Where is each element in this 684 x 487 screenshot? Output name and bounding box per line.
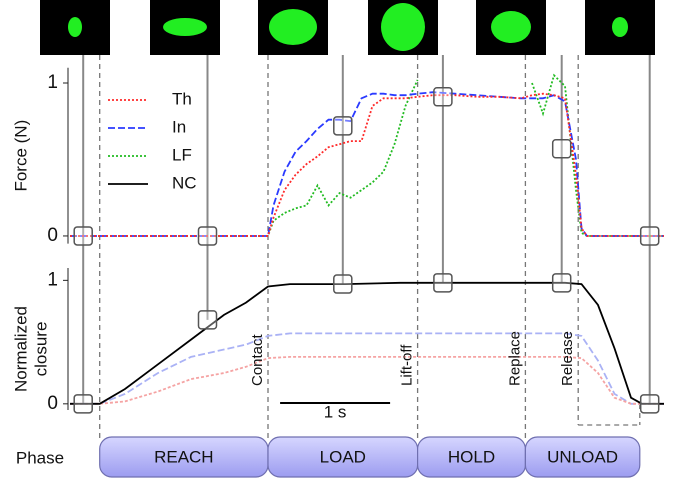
- data-layer: [70, 73, 664, 405]
- force-marker: [433, 87, 453, 107]
- phase-label: UNLOAD: [547, 447, 618, 466]
- closure-marker: [433, 273, 453, 293]
- legend-label: NC: [172, 173, 197, 192]
- phase-label: HOLD: [448, 447, 495, 466]
- event-label: Contact: [249, 333, 266, 386]
- legend-label: LF: [172, 145, 192, 164]
- snapshot-object: [491, 11, 531, 43]
- snapshot-object: [269, 9, 317, 45]
- closure-marker: [639, 394, 660, 414]
- series-line: [70, 356, 664, 405]
- phase-axis-label: Phase: [16, 448, 64, 467]
- series-line: [70, 281, 664, 405]
- y-tick-label: 0: [47, 225, 58, 246]
- foreground-layer: Contact Lift-off Replace Release 0 1 Force (N)…: [11, 72, 660, 478]
- legend-label: Th: [172, 89, 192, 108]
- event-label: Replace: [506, 331, 523, 386]
- closure-marker: [551, 273, 572, 293]
- snapshot-object: [612, 17, 628, 37]
- series-line: [70, 91, 664, 237]
- y-axis-label: closure: [31, 322, 50, 377]
- snapshot-object: [68, 17, 82, 37]
- snapshot-object: [163, 18, 207, 36]
- event-label: Release: [559, 331, 576, 386]
- y-axis-label: Normalized: [11, 306, 30, 392]
- background-layer: [40, 0, 655, 438]
- snapshot-object: [381, 3, 425, 51]
- phase-label: LOAD: [320, 447, 366, 466]
- force-marker: [639, 226, 660, 246]
- force-marker: [197, 226, 218, 246]
- scale-bar-label: 1 s: [324, 402, 347, 421]
- series-line: [70, 92, 664, 237]
- series-line: [70, 332, 664, 405]
- phase-label: REACH: [154, 447, 214, 466]
- force-marker: [333, 116, 353, 136]
- event-label: Lift-off: [399, 344, 416, 386]
- y-axis-label: Force (N): [11, 120, 30, 192]
- legend-label: In: [172, 117, 186, 136]
- phase-box: [524, 436, 641, 478]
- closure-marker: [197, 310, 218, 330]
- closure-marker: [333, 274, 353, 294]
- closure-marker: [73, 394, 93, 414]
- force-marker: [73, 226, 93, 246]
- y-tick-label: 1: [47, 72, 58, 93]
- y-tick-label: 0: [47, 393, 58, 414]
- force-marker: [551, 139, 572, 159]
- y-tick-label: 1: [47, 269, 58, 290]
